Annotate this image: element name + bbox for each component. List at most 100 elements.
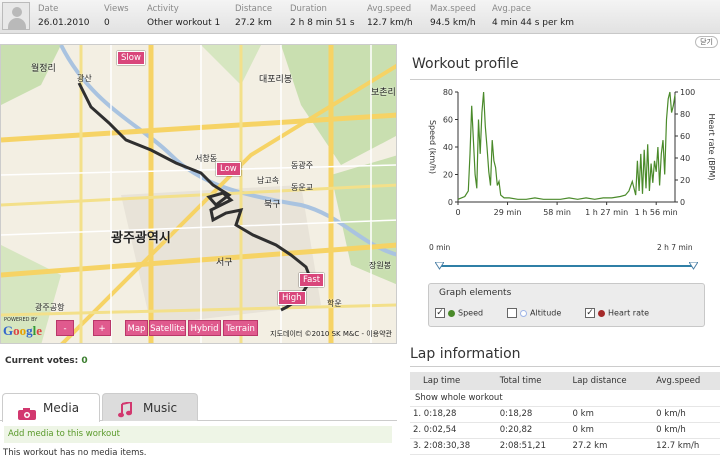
graph-elements-title: Graph elements [439, 288, 512, 298]
avatar[interactable] [2, 2, 30, 30]
close-button[interactable]: 닫기 [695, 36, 718, 48]
summary-views: Views 0 [104, 4, 129, 28]
summary-avg-speed: Avg.speed 12.7 km/h [367, 4, 413, 28]
map-type-satellite-button[interactable]: Satellite [149, 320, 186, 336]
tab-media[interactable]: Media [2, 393, 100, 422]
y2-axis-label: Heart rate (BPM) [707, 113, 716, 180]
map-label-dongun: 동운교 [291, 183, 314, 192]
x-tick-label: 29 min [494, 208, 522, 217]
graph-elements-panel: Graph elements ✓ Speed Altitude ✓ Heart ra… [428, 283, 705, 327]
distance-label: Distance [235, 4, 273, 14]
col-avg-speed: Avg.speed [650, 372, 720, 390]
toggle-altitude[interactable]: Altitude [507, 308, 561, 318]
duration-label: Duration [290, 4, 327, 14]
views-label: Views [104, 4, 129, 14]
map-label-hakun: 학운 [327, 299, 342, 308]
lap-table: Lap time Total time Lap distance Avg.spe… [410, 372, 720, 455]
lap-time-cell: 1. 0:18,28 [410, 406, 494, 423]
votes-label: Current votes: [5, 356, 79, 366]
tab-music-label: Music [143, 401, 178, 415]
route-map[interactable]: 월정리 대포리봉 보촌리 광산 서창동 광주광역시 북구 서구 장원봉 학운 광… [0, 44, 397, 344]
col-lap-distance: Lap distance [566, 372, 651, 390]
marker-low[interactable]: Low [216, 162, 241, 176]
map-type-map-button[interactable]: Map [125, 320, 148, 336]
slider-track[interactable] [440, 265, 694, 267]
lap-distance-cell: 27.2 km [566, 438, 651, 455]
table-row[interactable]: 3. 2:08:30,38 2:08:51,21 27.2 km 12.7 km… [410, 438, 720, 455]
map-label-airport: 광주공항 [35, 303, 65, 312]
votes-value: 0 [81, 356, 88, 366]
max-speed-label: Max.speed [430, 4, 476, 14]
map-label-road-3: 남고속 [257, 176, 280, 185]
map-copyright[interactable]: 지도데이터 ©2010 SK M&C - 이용약관 [270, 330, 392, 338]
workout-profile-title: Workout profile [412, 56, 519, 72]
altitude-checkbox[interactable] [507, 308, 517, 318]
heart-rate-checkbox[interactable]: ✓ [585, 308, 595, 318]
y2-tick-label: 40 [680, 154, 690, 163]
table-row[interactable]: 1. 0:18,28 0:18,28 0 km 0 km/h [410, 406, 720, 423]
toggle-heart-rate[interactable]: ✓ Heart rate [585, 308, 649, 318]
avg-speed-label: Avg.speed [367, 4, 412, 14]
summary-max-speed: Max.speed 94.5 km/h [430, 4, 476, 28]
avg-pace-value: 4 min 44 s per km [492, 18, 575, 28]
map-label-jangwon: 장원봉 [369, 261, 392, 270]
summary-activity: Activity Other workout 1 [147, 4, 220, 28]
lap-distance-cell: 0 km [566, 422, 651, 439]
map-label-west-district: 서구 [216, 258, 233, 268]
tab-media-label: Media [43, 401, 80, 415]
tab-music[interactable]: Music [102, 393, 198, 421]
current-votes: Current votes: 0 [5, 356, 88, 366]
activity-value: Other workout 1 [147, 18, 221, 28]
camera-icon [18, 402, 36, 430]
total-time-cell: 2:08:51,21 [493, 438, 567, 455]
x-tick-label: 1 h 27 min [585, 208, 628, 217]
y2-tick-label: 60 [680, 132, 690, 141]
lap-information-title: Lap information [410, 346, 521, 362]
date-label: Date [38, 4, 59, 14]
map-type-hybrid-button[interactable]: Hybrid [188, 320, 221, 336]
slider-end-label: 2 h 7 min [657, 243, 693, 252]
slider-start-label: 0 min [429, 243, 451, 252]
speed-dot-icon [448, 309, 455, 317]
summary-date: Date 26.01.2010 [38, 4, 90, 28]
speed-checkbox[interactable]: ✓ [435, 308, 445, 318]
marker-fast[interactable]: Fast [299, 273, 325, 287]
add-media-link[interactable]: Add media to this workout [4, 426, 392, 443]
show-whole-workout-row[interactable]: Show whole workout [410, 390, 720, 407]
col-lap-time: Lap time [410, 372, 494, 390]
google-logo[interactable]: Google [3, 323, 43, 338]
altitude-label: Altitude [530, 308, 562, 318]
map-type-terrain-button[interactable]: Terrain [223, 320, 258, 336]
powered-by-label: POWERED BY [4, 317, 38, 323]
zoom-in-button[interactable]: + [93, 320, 111, 336]
avg-pace-label: Avg.pace [492, 4, 531, 14]
map-canvas[interactable] [1, 45, 397, 344]
map-label-seochang: 서창동 [195, 154, 218, 163]
avg-speed-cell: 0 km/h [650, 422, 720, 439]
lap-time-cell: 2. 0:02,54 [410, 422, 494, 439]
zoom-out-button[interactable]: - [56, 320, 74, 336]
series-line-speed [457, 91, 676, 200]
total-time-cell: 0:20,82 [493, 422, 567, 439]
media-tabs: Media Music [0, 393, 397, 422]
activity-label: Activity [147, 4, 179, 14]
heart-rate-label: Heart rate [608, 308, 650, 318]
divider [410, 366, 720, 367]
toggle-speed[interactable]: ✓ Speed [435, 308, 483, 318]
y-axis-label: Speed (km/h) [428, 120, 437, 174]
show-whole-workout-link[interactable]: Show whole workout [410, 390, 720, 407]
altitude-dot-icon [520, 309, 527, 317]
max-speed-value: 94.5 km/h [430, 18, 476, 28]
x-tick-label: 1 h 56 min [635, 208, 678, 217]
marker-high[interactable]: High [278, 291, 306, 305]
table-row[interactable]: 2. 0:02,54 0:20,82 0 km 0 km/h [410, 422, 720, 439]
lap-distance-cell: 0 km [566, 406, 651, 423]
slider-start-handle[interactable] [435, 262, 444, 270]
heart-rate-dot-icon [598, 309, 605, 317]
workout-summary-bar: Date 26.01.2010 Views 0 Activity Other w… [0, 0, 720, 34]
workout-profile-chart[interactable]: 0 20 40 60 80 0 20 40 60 80 100 0 29 min 58 min 1 h 27… [410, 84, 720, 234]
duration-value: 2 h 8 min 51 s [290, 18, 355, 28]
x-tick-label: 0 [455, 208, 460, 217]
marker-slow[interactable]: Slow [117, 51, 145, 65]
slider-end-handle[interactable] [689, 262, 698, 270]
